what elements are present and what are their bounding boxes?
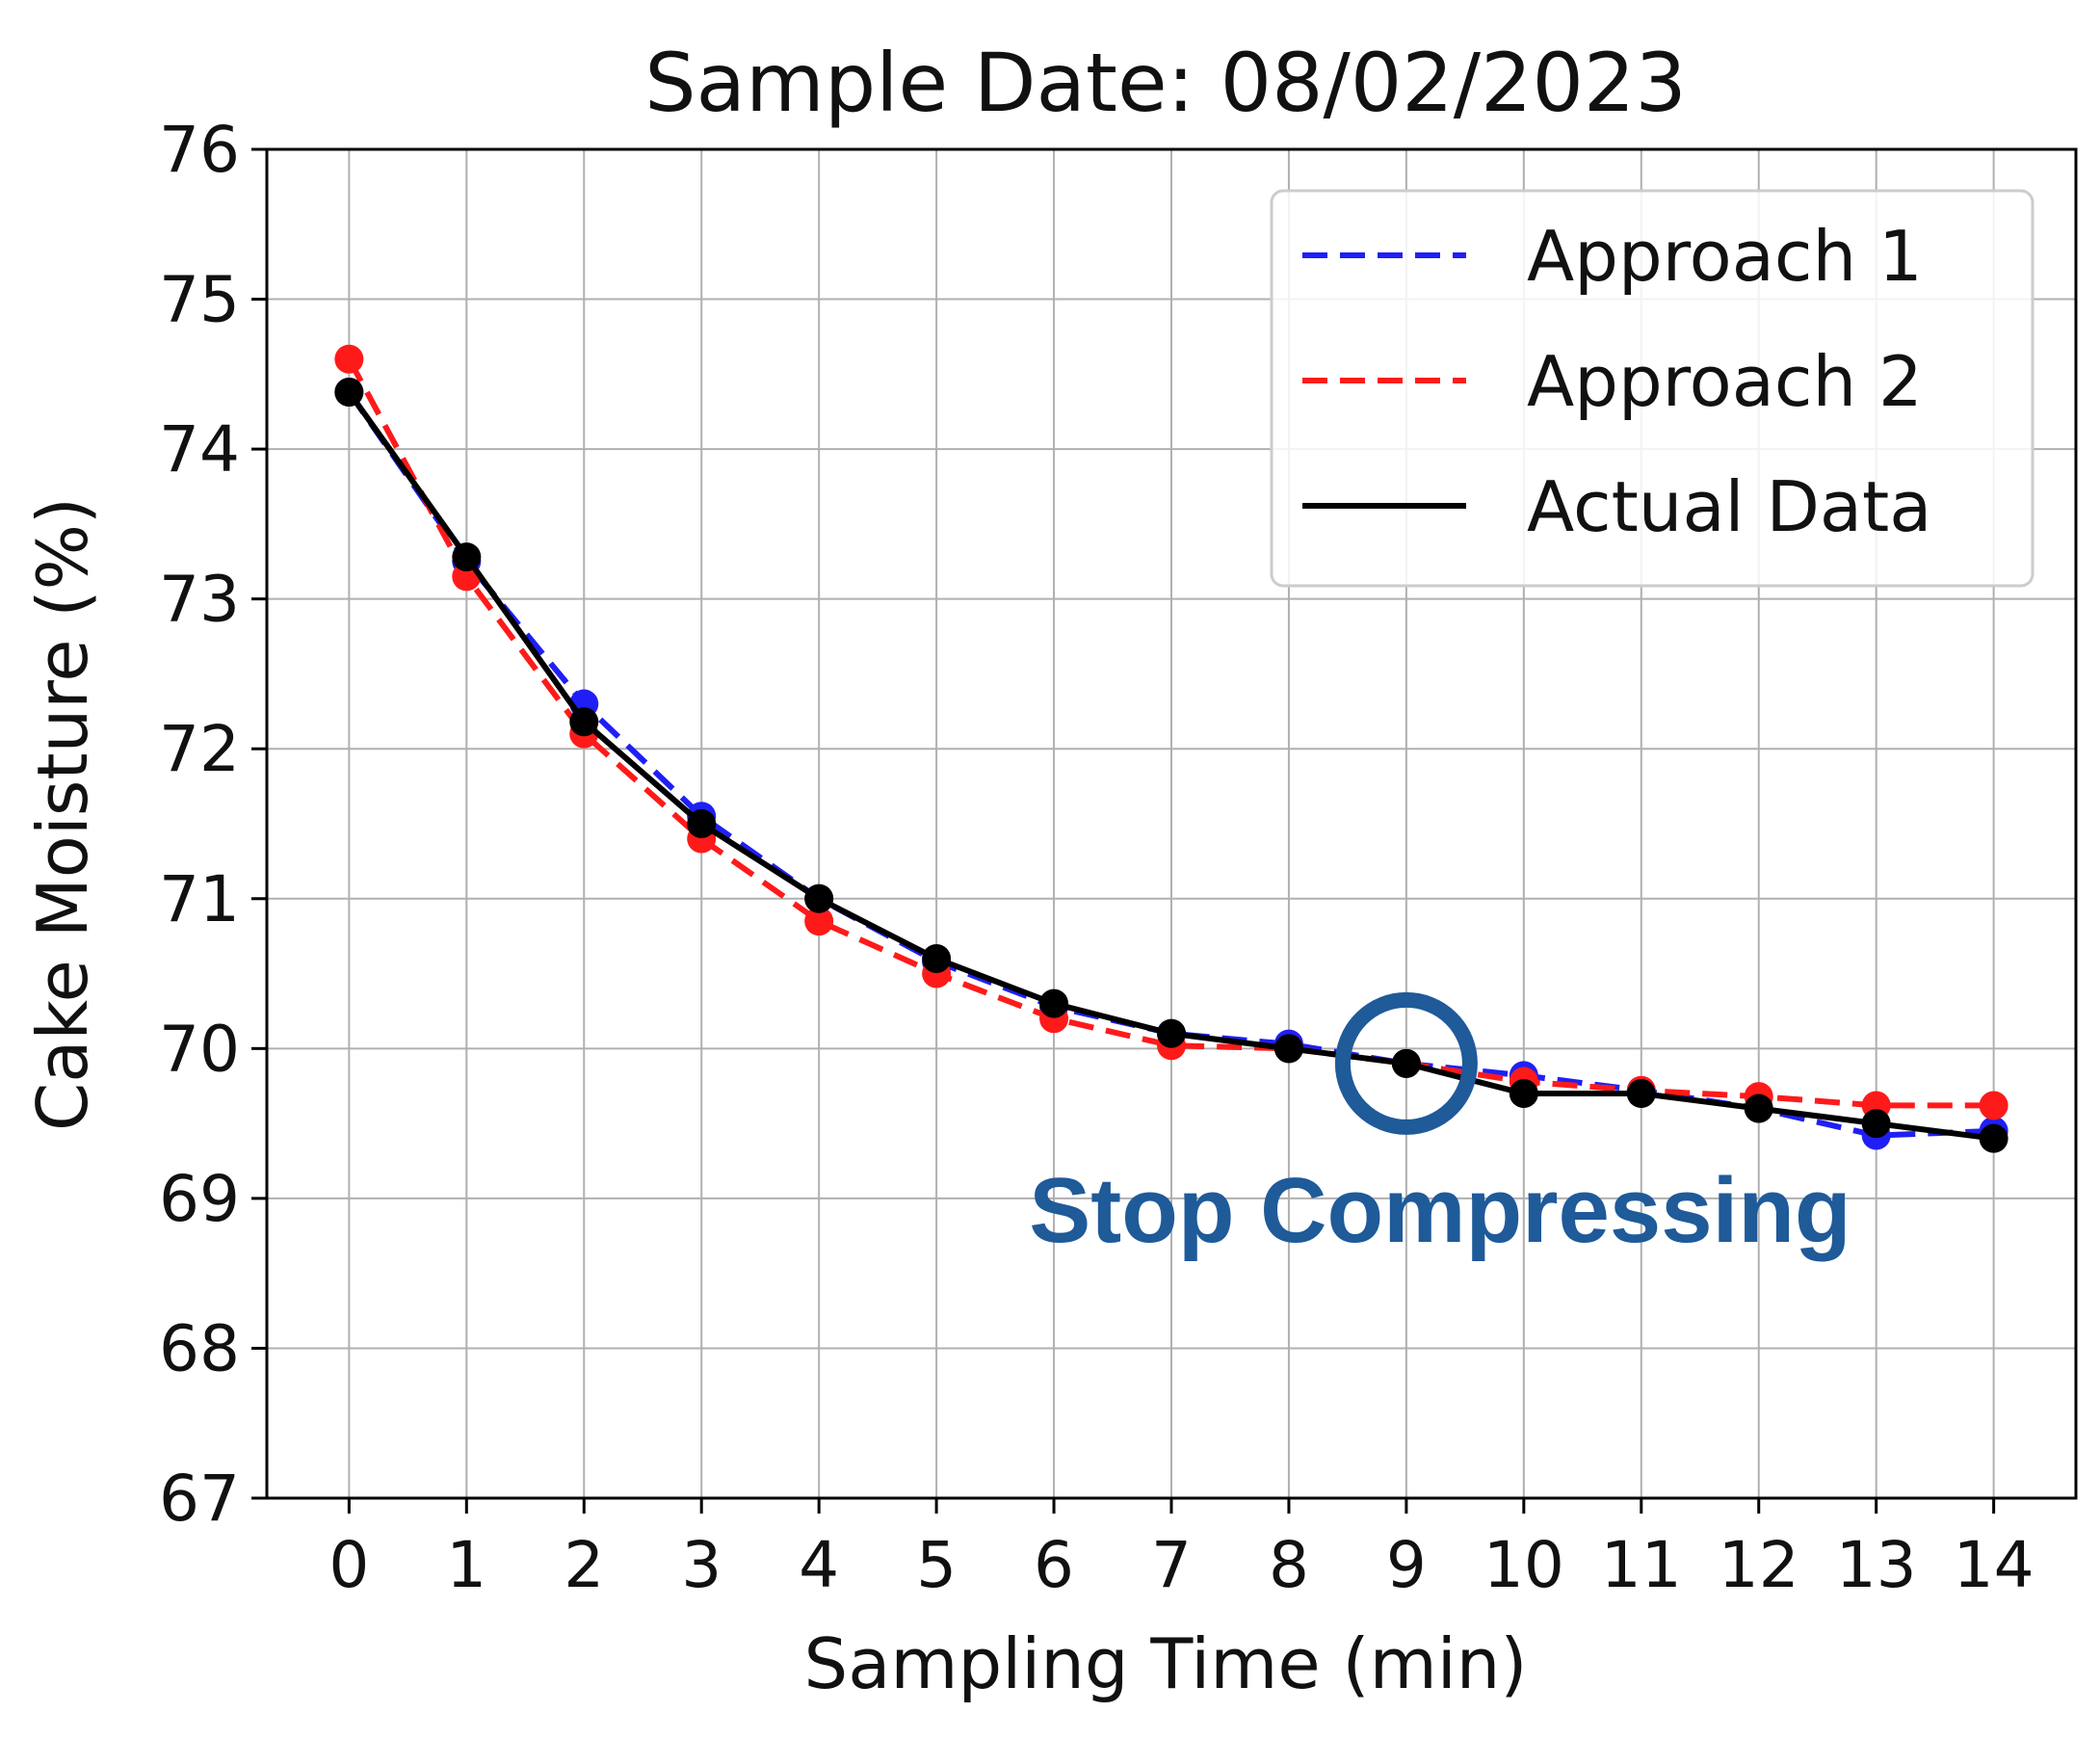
x-tick-label: 14 [1954,1528,2034,1602]
data-point-actual-data [804,883,834,913]
y-tick-label: 69 [159,1162,240,1236]
legend-label-approach-1: Approach 1 [1527,216,1923,297]
y-tick-label: 76 [159,113,240,187]
data-point-approach-2 [334,344,364,374]
annotation-circle [1334,991,1478,1135]
x-tick-label: 6 [1034,1528,1074,1602]
data-point-actual-data [452,542,482,572]
x-tick-label: 8 [1269,1528,1309,1602]
y-tick-label: 75 [159,263,240,337]
data-point-actual-data [569,707,599,737]
y-axis-label: Cake Moisture (%) [22,497,103,1131]
x-tick-label: 7 [1151,1528,1192,1602]
annotation-label: Stop Compressing [1029,1159,1851,1262]
y-tick-label: 70 [159,1012,240,1086]
data-point-actual-data [334,378,364,407]
data-point-actual-data [1273,1034,1303,1064]
series-group [334,344,2008,1153]
series-actual-data [334,378,2008,1153]
legend: Approach 1 Approach 2 Actual Data [1270,189,2034,588]
y-tick-label: 74 [159,412,240,487]
x-tick-label: 0 [328,1528,369,1602]
data-point-actual-data [1391,1048,1421,1078]
x-tick-label: 5 [916,1528,957,1602]
data-point-actual-data [1157,1018,1186,1048]
data-point-actual-data [1626,1079,1656,1108]
y-tick-label: 73 [159,563,240,637]
series-line-approach-2 [346,357,1994,1109]
x-tick-label: 1 [446,1528,486,1602]
x-tick-label: 13 [1836,1528,1917,1602]
x-axis-label: Sampling Time (min) [804,1623,1528,1704]
x-tick-label: 11 [1601,1528,1682,1602]
y-tick-label: 72 [159,712,240,786]
legend-label-actual-data: Actual Data [1527,466,1931,547]
x-tick-label: 2 [564,1528,604,1602]
y-tick-label: 68 [159,1311,240,1385]
x-tick-label: 4 [799,1528,839,1602]
legend-label-approach-2: Approach 2 [1527,341,1923,422]
data-point-approach-2 [804,907,834,936]
x-tick-label: 10 [1483,1528,1564,1602]
data-point-actual-data [1039,988,1069,1018]
legend-box [1270,189,2034,588]
chart-title: Sample Date: 08/02/2023 [644,36,1687,130]
data-point-actual-data [1509,1079,1538,1108]
x-tick-label: 3 [681,1528,722,1602]
data-point-actual-data [687,809,717,838]
data-point-approach-2 [1979,1091,2008,1120]
data-point-actual-data [1861,1109,1891,1139]
data-point-actual-data [1744,1093,1773,1123]
data-point-actual-data [1979,1123,2008,1153]
annotation-group: Stop Compressing [1029,991,1851,1262]
x-tick-label: 12 [1719,1528,1799,1602]
y-tick-label: 67 [159,1462,240,1536]
x-tick-label: 9 [1386,1528,1427,1602]
y-tick-label: 71 [159,862,240,936]
data-point-actual-data [922,944,952,973]
